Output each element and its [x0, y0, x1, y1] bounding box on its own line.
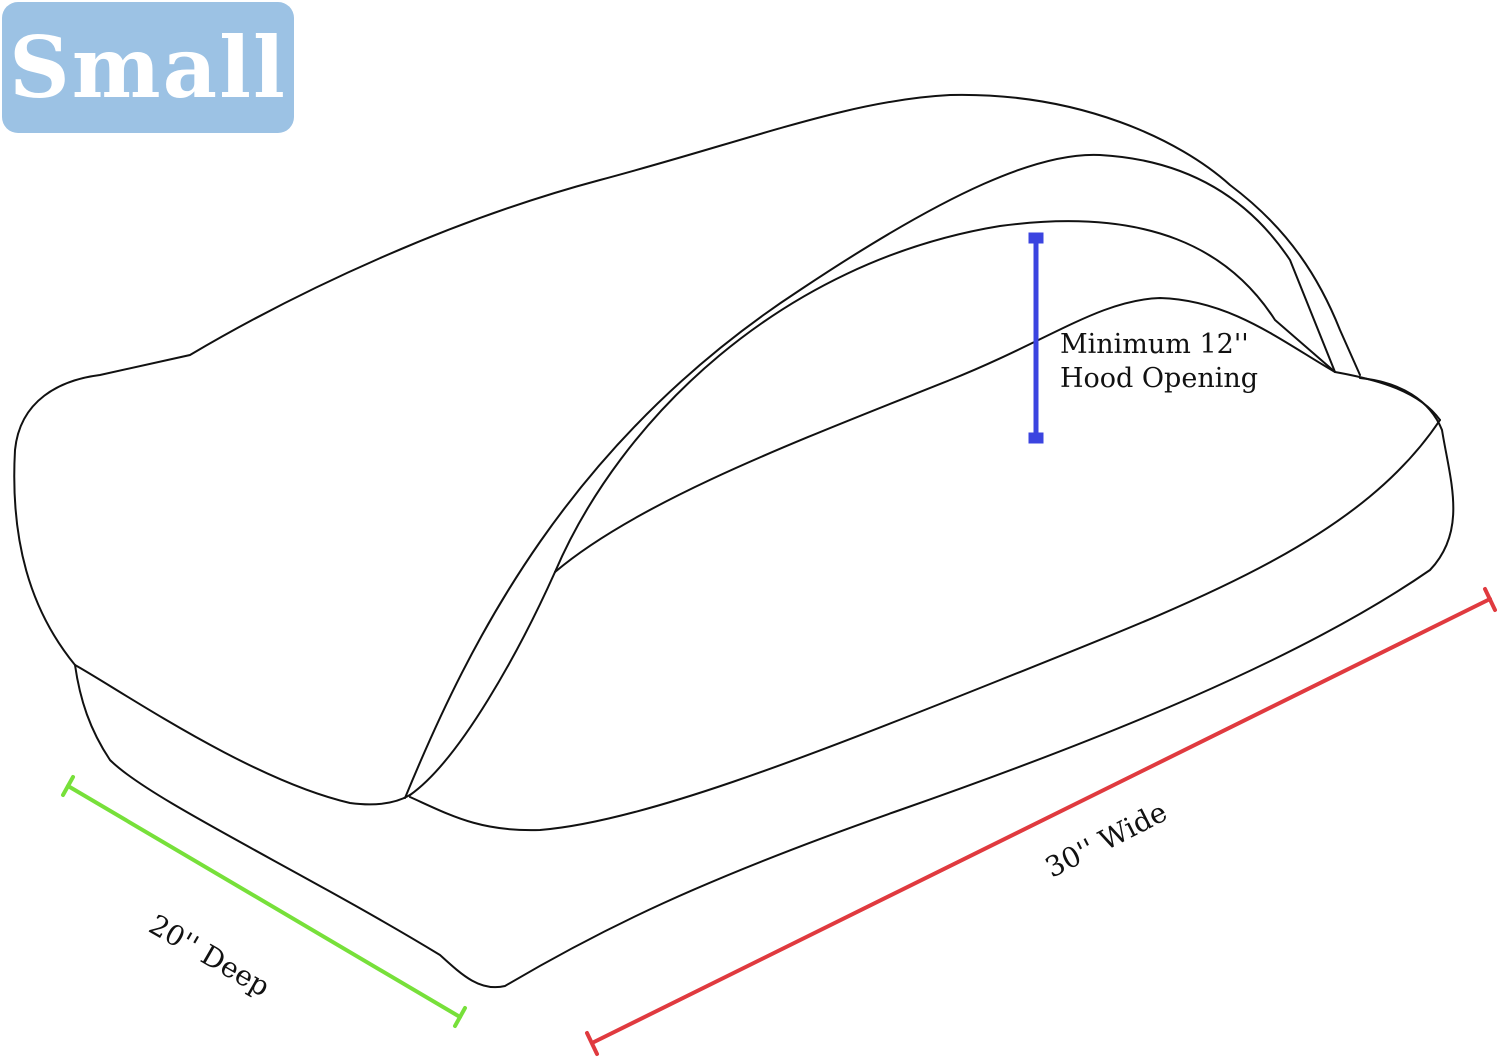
- bed-top-outline: [13, 93, 1361, 666]
- hood-opening-line2: Hood Opening: [1060, 363, 1259, 394]
- depth-measure-line: [61, 775, 467, 1028]
- size-badge-label: Small: [9, 18, 287, 117]
- cushion-left-edge: [74, 664, 411, 806]
- cushion-outer-outline: [74, 377, 1455, 989]
- hood-opening-line1: Minimum 12'': [1060, 329, 1249, 360]
- hood-inner-rim: [554, 220, 1336, 573]
- cushion-back-line: [554, 296, 1441, 573]
- hood-measure-line: [1028, 232, 1044, 444]
- cushion-top-edge: [409, 419, 1441, 832]
- width-measure-line: [585, 587, 1497, 1056]
- hood-edge: [409, 571, 556, 796]
- size-badge: Small: [2, 2, 294, 133]
- hood-outer-rim: [404, 153, 1336, 799]
- hood-opening-label: Minimum 12'' Hood Opening: [1060, 328, 1258, 396]
